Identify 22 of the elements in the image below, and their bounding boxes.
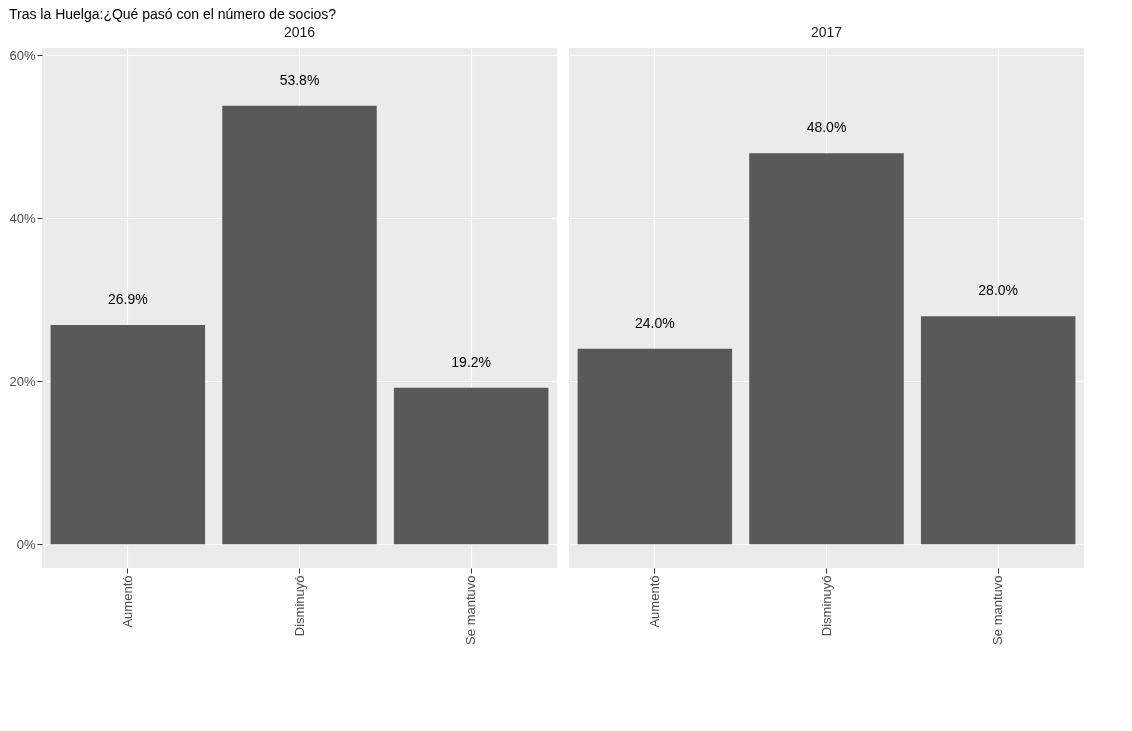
y-tick-label: 60% <box>9 47 36 63</box>
bar <box>222 105 377 545</box>
bar <box>50 325 206 545</box>
bar <box>393 387 549 545</box>
chart-subtitle: 2016 <box>283 24 316 40</box>
chart-subtitle: 2017 <box>810 24 843 40</box>
chart-title: Tras la Huelga:¿Qué pasó con el número de socios? <box>8 6 337 22</box>
x-tick-label: Aumentó <box>646 575 662 628</box>
y-tick-label: 40% <box>9 210 36 226</box>
x-tick-label: Disminuyó <box>818 575 834 637</box>
data-label: 53.8% <box>279 71 320 88</box>
x-tick-label: Se mantuvo <box>990 575 1006 645</box>
y-tick-label: 20% <box>9 373 36 389</box>
y-tick-label: 0% <box>16 536 36 552</box>
data-label: 19.2% <box>451 353 492 370</box>
data-label: 24.0% <box>634 314 675 331</box>
data-label: 48.0% <box>806 119 847 136</box>
x-tick-label: Se mantuvo <box>463 575 479 645</box>
x-tick-label: Aumentó <box>119 575 135 628</box>
data-label: 28.0% <box>978 282 1019 299</box>
data-label: 26.9% <box>107 291 148 308</box>
x-tick-label: Disminuyó <box>291 575 307 637</box>
